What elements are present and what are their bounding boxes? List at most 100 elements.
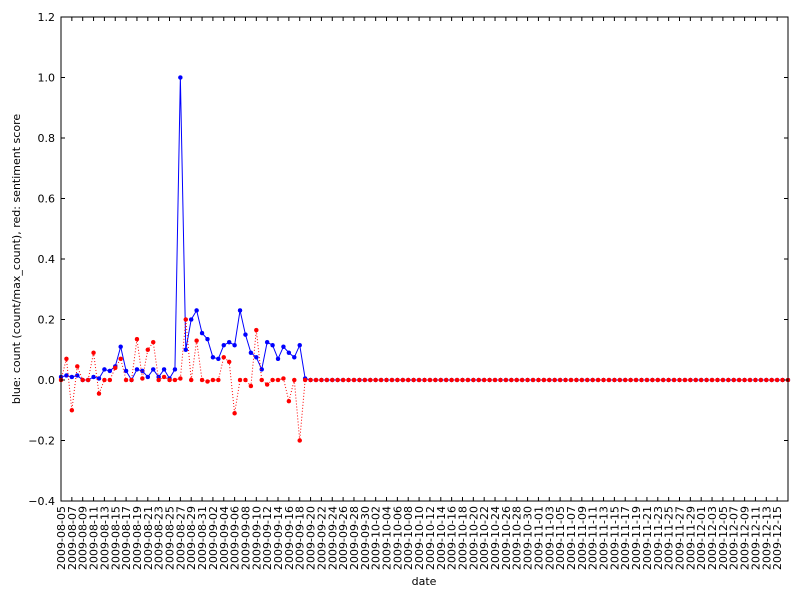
series-point-1 [715, 377, 720, 383]
y-tick-label: 0.0 [38, 374, 56, 387]
series-point-1 [731, 377, 736, 383]
series-point-0 [75, 373, 80, 378]
x-tick-label: 2009-09-16 [283, 506, 296, 570]
series-point-1 [145, 347, 151, 352]
series-point-1 [492, 377, 498, 383]
x-tick-label: 2009-10-28 [511, 506, 524, 570]
series-point-1 [107, 377, 113, 383]
x-tick-label: 2009-12-11 [749, 506, 762, 570]
x-tick-label: 2009-10-02 [370, 506, 383, 570]
series-point-1 [617, 377, 623, 383]
series-point-0 [243, 332, 248, 337]
x-tick-label: 2009-10-20 [467, 506, 480, 570]
series-point-0 [140, 368, 145, 374]
series-point-1 [243, 377, 248, 383]
x-tick-label: 2009-12-05 [717, 506, 730, 570]
x-tick-label: 2009-09-12 [261, 506, 274, 570]
x-tick-label: 2009-11-15 [608, 506, 621, 570]
series-point-0 [183, 347, 189, 352]
series-point-1 [671, 377, 677, 383]
series-point-0 [281, 344, 286, 349]
series-point-0 [270, 342, 275, 348]
series-point-1 [183, 317, 189, 322]
series-point-1 [633, 377, 639, 383]
marks-layer [58, 75, 791, 443]
series-point-1 [644, 377, 650, 383]
series-point-1 [579, 377, 585, 383]
series-point-1 [677, 377, 682, 383]
x-tick-label: 2009-10-08 [402, 506, 415, 570]
series-point-0 [102, 367, 107, 372]
series-point-1 [720, 377, 726, 383]
x-tick-label: 2009-11-07 [565, 506, 578, 570]
x-tick-label: 2009-08-15 [109, 506, 122, 570]
series-point-0 [232, 342, 237, 348]
series-point-1 [639, 377, 644, 383]
series-point-0 [188, 317, 194, 322]
x-tick-label: 2009-12-03 [706, 506, 719, 570]
series-point-1 [378, 377, 384, 383]
series-point-1 [758, 377, 764, 383]
series-point-1 [547, 377, 552, 383]
x-tick-label: 2009-09-08 [239, 506, 252, 570]
series-point-1 [427, 377, 433, 383]
series-point-1 [465, 377, 471, 383]
x-tick-label: 2009-12-01 [695, 506, 708, 570]
series-point-1 [85, 377, 91, 383]
series-point-0 [134, 367, 140, 372]
x-tick-label: 2009-10-14 [435, 506, 448, 570]
series-point-1 [476, 377, 481, 383]
series-point-1 [411, 377, 416, 383]
x-tick-label: 2009-10-10 [413, 506, 426, 570]
series-point-1 [156, 377, 161, 383]
series-point-1 [688, 377, 693, 383]
x-tick-label: 2009-08-05 [55, 506, 68, 570]
x-tick-label: 2009-12-07 [728, 506, 741, 570]
series-point-1 [346, 377, 351, 383]
series-point-1 [704, 377, 709, 383]
series-point-1 [96, 391, 102, 396]
x-tick-label: 2009-11-11 [587, 506, 600, 570]
series-point-1 [324, 377, 330, 383]
series-point-1 [585, 377, 590, 383]
series-point-1 [210, 377, 216, 383]
x-tick-label: 2009-08-09 [77, 506, 90, 570]
series-point-1 [362, 377, 368, 383]
series-point-0 [210, 355, 216, 360]
series-point-1 [726, 377, 731, 383]
y-tick-label: 1.0 [38, 72, 56, 85]
series-point-0 [275, 356, 281, 362]
series-point-1 [595, 377, 601, 383]
series-point-1 [297, 438, 302, 443]
series-point-1 [601, 377, 606, 383]
series-point-0 [194, 308, 199, 313]
series-point-1 [769, 377, 774, 383]
series-point-1 [150, 339, 156, 345]
series-point-0 [254, 355, 259, 360]
series-point-1 [69, 408, 75, 413]
series-point-1 [405, 377, 411, 383]
x-tick-label: 2009-09-02 [207, 506, 220, 570]
x-tick-label: 2009-08-19 [131, 506, 144, 570]
series-point-1 [281, 376, 286, 381]
series-point-1 [395, 377, 400, 383]
x-tick-label: 2009-11-01 [532, 506, 545, 570]
series-point-1 [205, 379, 210, 384]
series-point-1 [286, 398, 292, 404]
x-tick-label: 2009-09-30 [359, 506, 372, 570]
series-point-1 [780, 377, 785, 383]
ticks-layer: −0.4−0.20.00.20.40.60.81.01.22009-08-052… [28, 11, 788, 570]
y-tick-label: −0.2 [28, 435, 55, 448]
y-tick-label: 0.4 [38, 253, 56, 266]
series-point-1 [254, 327, 259, 333]
series-point-1 [373, 377, 378, 383]
series-point-0 [199, 330, 205, 336]
x-tick-label: 2009-09-14 [272, 506, 285, 570]
series-point-1 [525, 377, 530, 383]
x-tick-label: 2009-08-27 [174, 506, 187, 570]
x-axis-label: date [412, 575, 437, 588]
x-tick-label: 2009-09-26 [337, 506, 350, 570]
series-point-1 [519, 377, 525, 383]
series-point-1 [172, 377, 178, 383]
series-point-1 [574, 377, 579, 383]
